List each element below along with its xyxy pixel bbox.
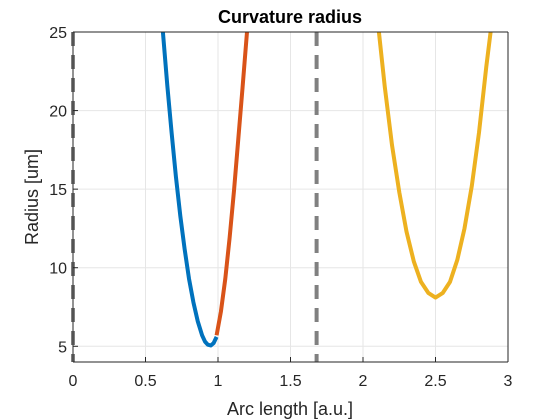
series-layer: [160, 31, 493, 348]
x-tick-label-2: 1: [214, 373, 223, 390]
series-line-2: [214, 31, 249, 336]
y-tick-label-0: 5: [58, 339, 67, 356]
y-tick-label-3: 20: [49, 104, 67, 121]
y-tick-label-2: 15: [49, 182, 67, 199]
x-axis-label: Arc length [a.u.]: [227, 399, 353, 419]
x-tick-label-5: 2.5: [424, 373, 446, 390]
x-tick-label-3: 1.5: [279, 373, 301, 390]
ticks: 0 0.5 1 1.5 2 2.5 3 5 10 15 20 25: [49, 25, 512, 390]
x-tick-label-1: 0.5: [134, 373, 156, 390]
series-line-1: [160, 31, 219, 348]
x-tick-label-0: 0: [69, 373, 78, 390]
y-tick-label-1: 10: [49, 261, 67, 278]
x-tick-label-6: 3: [504, 373, 513, 390]
y-tick-label-4: 25: [49, 25, 67, 42]
y-axis-label: Radius [um]: [22, 149, 42, 245]
x-tick-label-4: 2: [359, 373, 368, 390]
grid: [72, 31, 509, 362]
chart-title: Curvature radius: [218, 7, 362, 27]
series-line-3: [376, 31, 493, 300]
